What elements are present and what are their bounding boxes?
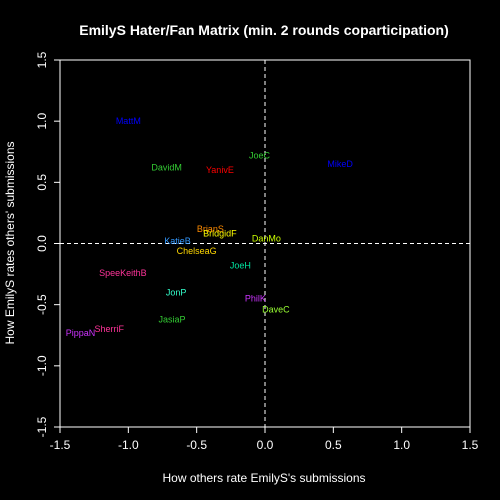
- y-tick-label: -1.0: [35, 355, 49, 376]
- x-axis-ticks: -1.5 -1.0 -0.5 0.0 0.5 1.0 1.5: [50, 427, 479, 452]
- point-label: DaveC: [262, 305, 290, 315]
- x-tick-label: -1.0: [118, 438, 139, 452]
- point-label: SherriF: [94, 324, 124, 334]
- point-label: MikeD: [327, 159, 353, 169]
- point-label: JonP: [166, 287, 187, 297]
- y-tick-label: 0.5: [35, 174, 49, 191]
- point-label: JoeH: [230, 261, 251, 271]
- point-label: SpeeKeithB: [99, 268, 147, 278]
- x-tick-label: 1.0: [393, 438, 410, 452]
- y-tick-label: 1.0: [35, 113, 49, 130]
- y-axis-label: How EmilyS rates others' submissions: [3, 141, 17, 344]
- x-axis-label: How others rate EmilyS's submissions: [162, 471, 365, 485]
- y-tick-label: -1.5: [35, 416, 49, 437]
- point-label: JoeC: [249, 150, 271, 160]
- point-label: DanMo: [252, 234, 281, 244]
- y-tick-label: 0.0: [35, 235, 49, 252]
- point-label: YanivE: [206, 165, 234, 175]
- point-label: KatieB: [164, 236, 191, 246]
- point-labels: MattM MikeD DavidM YanivE JoeC BrianSBridgidF…: [66, 116, 354, 338]
- reference-lines: [60, 60, 470, 427]
- x-tick-label: 1.5: [462, 438, 479, 452]
- point-label: JasiaP: [159, 314, 186, 324]
- point-label: ChelseaG: [177, 246, 217, 256]
- y-tick-label: -0.5: [35, 294, 49, 315]
- point-label: BrianS: [197, 224, 224, 234]
- point-label: DavidM: [151, 163, 182, 173]
- y-axis-ticks: -1.5 -1.0 -0.5 0.0 0.5 1.0 1.5: [35, 51, 60, 437]
- point-label: BridgidF: [203, 229, 237, 239]
- x-tick-label: 0.5: [325, 438, 342, 452]
- point-label: PippaN: [66, 328, 96, 338]
- y-tick-label: 1.5: [35, 51, 49, 68]
- point-label: MattM: [116, 116, 141, 126]
- point-label: PhilK: [245, 294, 266, 304]
- chart-title: EmilyS Hater/Fan Matrix (min. 2 rounds c…: [79, 22, 449, 38]
- x-tick-label: -1.5: [50, 438, 71, 452]
- x-tick-label: -0.5: [186, 438, 207, 452]
- x-tick-label: 0.0: [257, 438, 274, 452]
